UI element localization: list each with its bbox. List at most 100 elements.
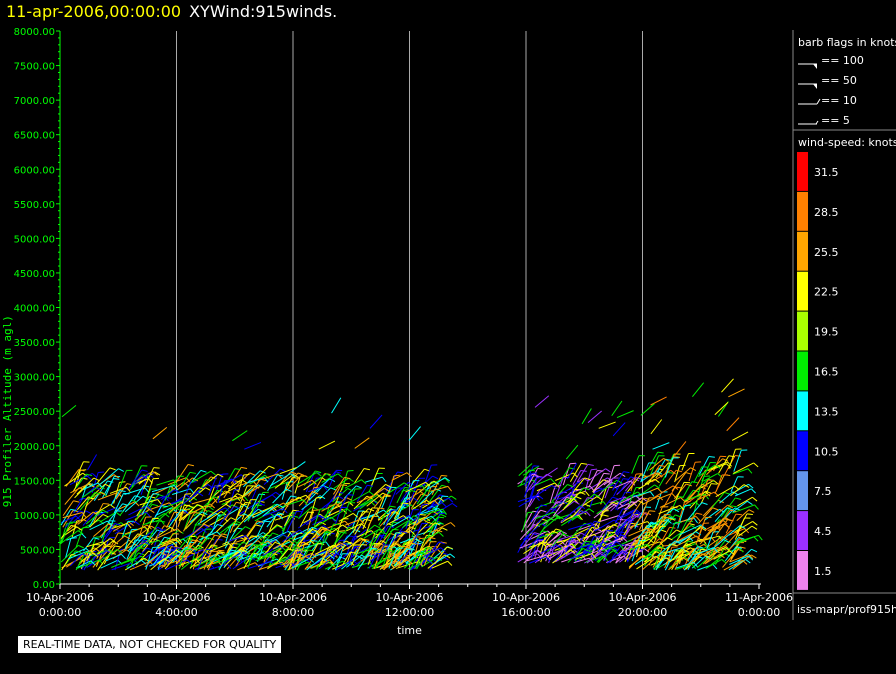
barb-flag <box>583 487 590 491</box>
barb-staff <box>562 496 577 511</box>
speed-swatch <box>797 471 808 511</box>
barb-staff <box>193 505 209 517</box>
barb-staff <box>397 553 413 568</box>
wind-barb <box>631 455 645 474</box>
barb-flag <box>438 531 444 537</box>
barb-flag <box>673 508 680 513</box>
wind-barb <box>242 524 262 544</box>
wind-barb <box>70 553 88 567</box>
barb-flag <box>240 496 246 502</box>
barb-flag <box>385 493 392 497</box>
barb-staff <box>612 480 631 489</box>
barb-flag <box>171 544 177 550</box>
speed-swatch <box>797 351 808 391</box>
wind-barb <box>423 522 441 535</box>
barb-flag <box>195 559 201 565</box>
wind-barb <box>612 422 626 437</box>
barb-staff <box>722 549 739 568</box>
barb-flag <box>102 503 110 505</box>
barb-flag <box>729 550 735 556</box>
wind-barb <box>646 451 664 472</box>
wind-barb <box>338 512 359 522</box>
barb-flag <box>686 520 693 522</box>
wind-barb <box>236 501 252 518</box>
barb-flag <box>587 497 594 500</box>
wind-barb <box>229 514 244 533</box>
barb-staff <box>245 535 262 552</box>
barb-staff <box>242 524 256 544</box>
wind-barb <box>650 419 663 435</box>
wind-barb <box>329 508 352 520</box>
barb-staff <box>601 479 618 492</box>
wind-barb <box>728 448 742 470</box>
barb-flag <box>545 515 552 519</box>
barb-flag <box>235 556 241 562</box>
y-tick-label: 5000.00 <box>14 234 55 245</box>
x-tick-label-date: 10-Apr-2006 <box>142 591 210 604</box>
wind-barb <box>722 525 746 541</box>
barb-flag <box>648 538 655 544</box>
barb-staff <box>286 511 298 533</box>
barb-flag <box>81 553 88 557</box>
barb-staff <box>175 464 189 484</box>
wind-barb <box>89 513 109 528</box>
wind-barb <box>113 481 126 504</box>
barb-staff <box>640 403 655 416</box>
wind-barb <box>352 499 378 512</box>
wind-barb <box>714 529 737 547</box>
barb-staff <box>655 554 667 571</box>
barb-flag <box>107 520 113 526</box>
barb-staff <box>422 497 440 509</box>
barb-staff <box>694 547 714 556</box>
barb-staff <box>389 532 397 556</box>
barb-flag <box>86 475 92 481</box>
wind-barb <box>374 549 394 569</box>
barb-staff <box>126 539 136 560</box>
barb-flag <box>603 501 608 507</box>
barb-staff <box>415 547 427 568</box>
barb-staff <box>100 468 119 485</box>
barb-staff <box>332 477 345 495</box>
barb-staff <box>329 532 342 552</box>
barb-staff <box>574 541 586 562</box>
wind-barb <box>655 554 673 571</box>
barb-flag <box>124 535 131 540</box>
wind-barb <box>630 473 642 492</box>
barb-flag <box>700 548 708 551</box>
barb-staff <box>619 491 638 503</box>
barb-staff <box>376 495 385 516</box>
barb-flag <box>97 482 103 488</box>
barb-flag <box>115 511 122 517</box>
barb-flag <box>751 488 756 494</box>
barb-staff <box>217 480 226 504</box>
barb-flag <box>94 491 101 495</box>
wind-barb <box>72 477 88 493</box>
barb-staff <box>409 552 420 570</box>
barb-staff <box>77 511 94 525</box>
barb-flag <box>666 557 672 563</box>
wind-barb <box>195 537 215 552</box>
barb-flag <box>402 502 409 505</box>
barb-staff <box>335 559 353 571</box>
barb-staff <box>719 491 734 504</box>
wind-barb <box>519 523 540 541</box>
wind-barb <box>688 461 702 482</box>
barb-flag <box>441 502 447 508</box>
barb-flag <box>326 473 332 478</box>
barb-flag <box>109 504 116 509</box>
barb-flag <box>411 553 418 557</box>
wind-barb <box>267 474 284 492</box>
barb-staff <box>251 493 260 510</box>
barb-flag <box>444 554 451 559</box>
barb-flag <box>236 527 243 530</box>
barb-flag <box>109 467 116 471</box>
barb-staff <box>254 544 265 559</box>
barb-flag <box>290 471 297 475</box>
barb-staff <box>291 531 307 550</box>
barb-staff <box>522 466 539 476</box>
speed-label: 4.5 <box>814 525 832 538</box>
wind-barb <box>128 505 152 516</box>
barb-flag <box>199 535 206 538</box>
wind-barb <box>254 544 270 559</box>
wind-barb <box>594 519 620 532</box>
